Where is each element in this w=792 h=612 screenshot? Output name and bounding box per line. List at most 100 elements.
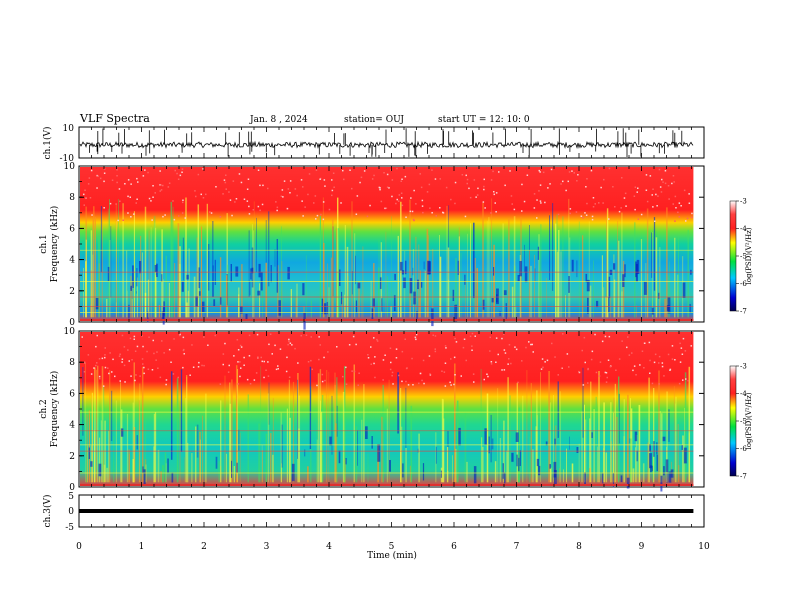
spectrogram-low-psd xyxy=(143,469,146,485)
spectrogram-low-psd xyxy=(230,264,232,282)
spectrogram-speckle xyxy=(575,211,578,213)
spectrogram-speckle xyxy=(598,375,601,377)
spectrogram-speckle xyxy=(294,188,297,190)
spectrogram-speckle xyxy=(391,374,393,377)
spectrogram-speckle xyxy=(174,169,176,172)
spectrogram-speckle xyxy=(656,205,658,207)
spectrogram-speckle xyxy=(294,347,296,350)
spectrogram-speckle xyxy=(434,178,437,180)
freq-tick-label: 2 xyxy=(69,452,75,462)
spectrogram-speckle xyxy=(658,168,661,171)
time-tick-label: 5 xyxy=(389,542,395,552)
spectrogram-speckle xyxy=(639,364,641,366)
spectrogram-speckle xyxy=(585,214,588,216)
spectrogram-speckle xyxy=(359,181,361,184)
spectrogram-low-psd xyxy=(668,471,672,483)
spectrogram-speckle xyxy=(137,181,139,183)
spectrogram-speckle xyxy=(104,168,106,170)
spectrogram-speckle xyxy=(367,357,370,359)
spectrogram-speckle xyxy=(130,216,132,218)
spectrogram-speckle xyxy=(590,169,593,172)
spectrogram-speckle xyxy=(111,179,114,181)
spectrogram-speckle xyxy=(248,334,251,337)
spectrogram-speckle xyxy=(473,179,476,181)
spectrogram-speckle xyxy=(473,381,475,383)
spectrogram-speckle xyxy=(119,200,121,202)
spectrogram-speckle xyxy=(445,347,447,349)
spectrogram-speckle xyxy=(547,187,549,189)
time-tick-label: 1 xyxy=(139,542,145,552)
spectrogram-speckle xyxy=(421,379,423,382)
spectrogram-speckle xyxy=(348,344,351,346)
spectrogram-speckle xyxy=(495,337,498,339)
freq-tick-label: 6 xyxy=(69,224,75,234)
spectrogram-speckle xyxy=(432,334,434,336)
spectrogram-speckle xyxy=(267,361,269,363)
spectrogram-speckle xyxy=(267,375,270,377)
colorbar-tick-label: -3 xyxy=(740,363,747,371)
spectrogram-speckle xyxy=(415,338,417,341)
spectrogram-speckle xyxy=(429,374,432,376)
spectrogram-speckle xyxy=(608,335,611,338)
spectrogram-speckle xyxy=(644,342,646,344)
spectrogram-speckle xyxy=(215,186,217,188)
spectrogram-speckle xyxy=(154,192,156,194)
spectrogram-low-psd xyxy=(120,428,124,437)
spectrogram-low-psd xyxy=(278,300,281,316)
spectrogram-speckle xyxy=(353,370,356,373)
spectrogram-background xyxy=(80,167,694,321)
spectrogram-speckle xyxy=(688,202,691,204)
spectrogram-speckle xyxy=(490,361,493,363)
spectrogram-low-psd xyxy=(371,308,374,320)
ch1-waveform-panel: 10 -10 ch.1(V) xyxy=(42,124,705,164)
spectrogram-speckle xyxy=(130,375,132,377)
spectrogram-speckle xyxy=(404,338,406,340)
spectrogram-speckle xyxy=(658,383,660,385)
spectrogram-speckle xyxy=(91,214,93,216)
spectrogram-speckle xyxy=(229,199,232,201)
spectrogram-speckle xyxy=(322,218,325,221)
spectrogram-speckle xyxy=(172,200,174,202)
spectrogram-speckle xyxy=(382,379,384,381)
spectrogram-speckle xyxy=(184,217,186,219)
spectrogram-speckle xyxy=(319,178,321,180)
spectrogram-low-psd xyxy=(355,300,357,314)
spectrogram-speckle xyxy=(232,180,235,182)
freq-tick-label: 0 xyxy=(69,318,75,328)
spectrogram-speckle xyxy=(565,189,567,192)
spectrogram-speckle xyxy=(494,202,496,204)
spectrogram-low-psd xyxy=(681,444,683,450)
spectrogram-speckle xyxy=(422,211,424,214)
spectrogram-speckle xyxy=(678,382,681,385)
spectrogram-speckle xyxy=(483,378,485,381)
spectrogram-speckle xyxy=(654,353,657,356)
spectrogram-speckle xyxy=(357,384,359,386)
time-axis-label: Time (min) xyxy=(367,550,417,561)
spectrogram-speckle xyxy=(345,383,348,385)
spectrogram-speckle xyxy=(183,348,185,351)
spectrogram-speckle xyxy=(104,356,106,359)
spectrogram-speckle xyxy=(164,214,166,216)
ch1-spectrogram-ylabel-channel: ch.1 xyxy=(39,234,49,253)
spectrogram-low-psd xyxy=(186,274,189,280)
spectrogram-low-psd xyxy=(635,261,637,278)
spectrogram-low-psd xyxy=(163,301,165,316)
spectrogram-speckle xyxy=(108,372,110,375)
spectrogram-speckle xyxy=(160,184,162,186)
spectrogram-speckle xyxy=(243,198,246,200)
spectrogram-speckle xyxy=(439,178,441,180)
spectrogram-low-psd xyxy=(250,268,252,280)
spectrogram-speckle xyxy=(182,199,184,201)
time-tick-label: 3 xyxy=(264,542,270,552)
spectrogram-speckle xyxy=(568,366,570,368)
spectrogram-low-psd xyxy=(98,463,102,477)
spectrogram-low-psd xyxy=(338,450,341,464)
spectrogram-speckle xyxy=(176,172,178,175)
spectrogram-low-psd xyxy=(421,282,423,288)
spectrogram-speckle xyxy=(646,200,649,203)
spectrogram-speckle xyxy=(96,187,98,189)
spectrogram-speckle xyxy=(210,212,213,214)
spectrogram-speckle xyxy=(236,339,239,341)
spectrogram-low-psd xyxy=(213,299,216,306)
